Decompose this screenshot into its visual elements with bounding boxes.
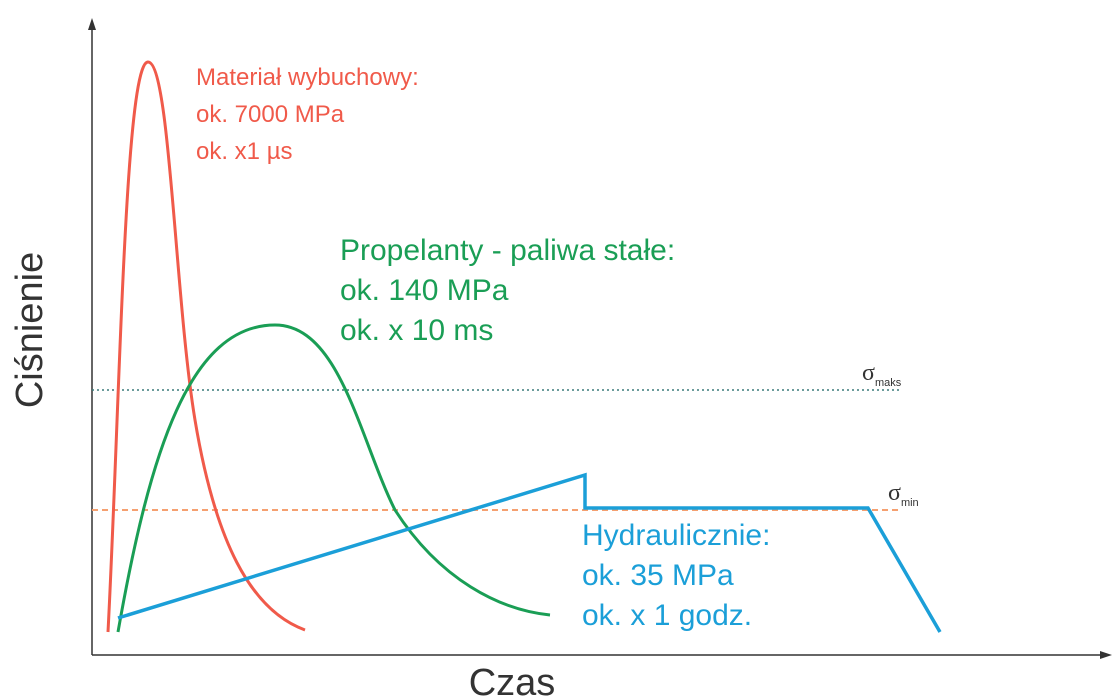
sigma-min-label: σmin bbox=[888, 480, 919, 509]
x-axis-label: Czas bbox=[469, 662, 556, 700]
sigma-subscript: min bbox=[901, 497, 919, 509]
y-axis-label: Ciśnienie bbox=[9, 252, 51, 408]
propellant-title: Propelanty - paliwa stałe: bbox=[340, 234, 675, 267]
x-arrow bbox=[1100, 651, 1112, 659]
hydraulic-curve bbox=[117, 472, 942, 633]
propellant-curve bbox=[116, 323, 551, 633]
propellant-time: ok. x 10 ms bbox=[340, 314, 493, 347]
sigma-subscript: maks bbox=[875, 377, 902, 389]
y-arrow bbox=[88, 18, 96, 30]
sigma-symbol: σ bbox=[888, 480, 901, 506]
explosive-title: Materiał wybuchowy: bbox=[196, 64, 419, 91]
explosive-pressure: ok. 7000 MPa bbox=[196, 101, 345, 128]
sigma-max-label: σmaks bbox=[862, 360, 902, 389]
propellant-pressure: ok. 140 MPa bbox=[340, 274, 509, 307]
explosive-time: ok. x1 µs bbox=[196, 138, 293, 165]
explosive-curve bbox=[106, 60, 306, 633]
hydraulic-pressure: ok. 35 MPa bbox=[582, 559, 734, 592]
hydraulic-time: ok. x 1 godz. bbox=[582, 599, 752, 632]
sigma-symbol: σ bbox=[862, 360, 875, 386]
hydraulic-title: Hydraulicznie: bbox=[582, 519, 770, 552]
